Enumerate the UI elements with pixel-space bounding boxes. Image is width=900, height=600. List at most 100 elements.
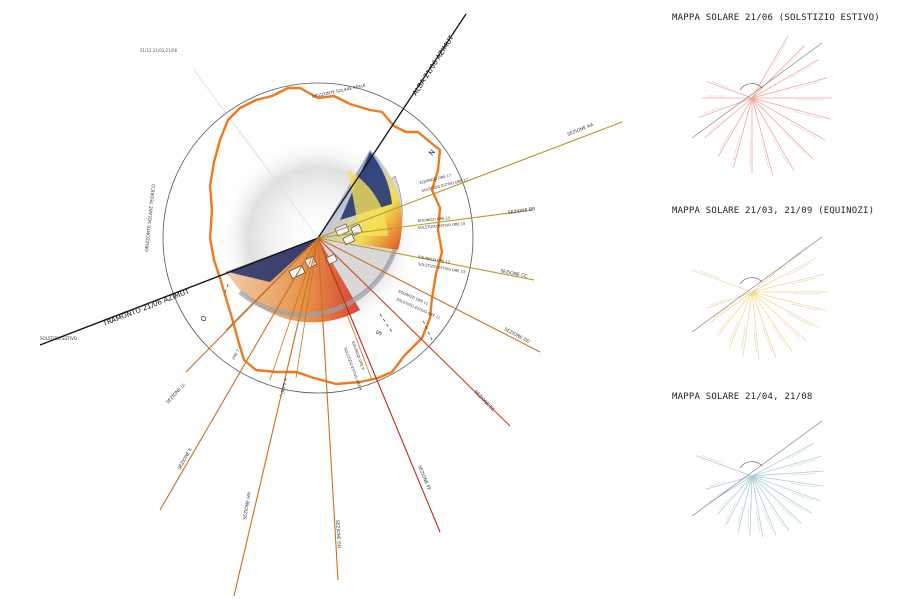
section-label-bb: SEZIONE BB [507, 206, 535, 216]
spoke-label-mark [788, 491, 813, 501]
spoke-label-mark [729, 321, 739, 342]
spoke-label-mark [726, 502, 737, 520]
spoke-label-mark [755, 509, 760, 532]
sun-path-spoke [737, 475, 753, 533]
spoke-label-mark [710, 298, 727, 306]
spoke-label-mark [791, 277, 818, 285]
main-sun-path-diagram: 21/12 21/03 21/06 ALBA 21/06 AZIMUT TRAM… [39, 13, 623, 597]
section-rays [159, 121, 623, 597]
dates-top-label: 21/12 21/03 21/06 [140, 48, 178, 53]
sun-path-spoke [751, 291, 826, 311]
spoke-label-mark [707, 118, 725, 133]
sun-path-spoke [751, 97, 814, 160]
spoke-label-mark [701, 455, 722, 464]
spoke-label-mark [787, 313, 812, 327]
section-label-dd: SEZIONE DD [503, 326, 531, 345]
spoke-label-mark [709, 481, 727, 487]
section-label-ff: SEZIONE FF [416, 465, 432, 492]
sun-path-spoke [751, 291, 760, 360]
ray-sezione-ee [317, 237, 511, 427]
sun-path-spoke [751, 97, 795, 171]
sun-path-spoke [705, 475, 753, 490]
sun-path-spoke [751, 77, 828, 99]
real-solar-horizon [208, 86, 444, 386]
section-label-cc: SEZIONE CC [500, 268, 528, 280]
dashed-ticks [223, 283, 433, 397]
spoke-label-mark [761, 140, 769, 169]
solstizio-estivo-label: SOLSTIZIO ESTIVO [40, 336, 77, 341]
sun-path-spoke [751, 475, 764, 538]
hour-label: EQUINOZI ORE 15 [418, 216, 451, 223]
ray-sezione-hh [233, 237, 319, 597]
alba-azimuth-line [317, 13, 467, 239]
sun-path-spoke [699, 97, 753, 118]
ray-hour [269, 237, 319, 381]
spoke-label-mark [793, 81, 821, 90]
spoke-label-mark [782, 52, 801, 71]
section-label-aa: SEZIONE AA [567, 122, 596, 138]
theoretical-horizon-label: ORIZZONTE SOLARE TEORICO [144, 184, 157, 253]
ray-hour [225, 237, 319, 331]
sun-path-spoke [733, 97, 753, 168]
alba-label: ALBA 21/06 AZIMUT [411, 33, 456, 97]
solar-map-solstizio [691, 35, 832, 176]
sun-path-spoke [751, 475, 820, 501]
section-label-gg: SEZIONE GG [334, 520, 342, 549]
sun-path-spoke [691, 269, 753, 293]
west-label: O [199, 314, 209, 322]
sun-path-spoke [751, 246, 806, 293]
map-title-solstizio: MAPPA SOLARE 21/06 (SOLSTIZIO ESTIVO) [672, 13, 880, 23]
ray-sezione-aa [317, 121, 623, 239]
spoke-label-mark [703, 106, 723, 114]
spoke-label-mark [712, 81, 728, 88]
sun-path-spoke [751, 45, 805, 99]
sun-path-spoke [751, 273, 824, 293]
azimuth-arc [739, 277, 763, 285]
sun-path-spoke [751, 455, 822, 477]
hour-label: SOLSTIZIO ESTIVO ORE 15 [418, 222, 466, 230]
spoke-label-mark [733, 135, 741, 161]
map-axis-line [691, 42, 823, 139]
sun-path-spoke [751, 475, 790, 531]
hour-label: EQUINOZI ORE 13 [418, 255, 451, 265]
sun-path-spoke [751, 291, 808, 342]
sun-path-spoke [725, 475, 753, 526]
south-label: S [375, 329, 384, 337]
section-label-hh: SEZIONE HH [242, 492, 253, 521]
sun-path-spoke [751, 475, 824, 487]
ray-sezione-bb [317, 209, 533, 239]
sun-path-spoke [751, 97, 832, 120]
spoke-label-mark [787, 263, 811, 276]
sun-path-spoke [717, 291, 753, 337]
outer-circle [162, 82, 474, 394]
spoke-label-mark [790, 459, 815, 468]
azimuth-arc [739, 461, 763, 469]
hour-label: EQUINOZI ORE 17 [419, 173, 451, 185]
hour-label: ORE 7 [231, 349, 240, 361]
spoke-label-mark [790, 483, 816, 488]
spoke-label-mark [789, 65, 813, 80]
solar-map-april-august [691, 420, 824, 538]
sun-path-spoke [706, 81, 753, 99]
sun-path-spoke [704, 97, 753, 139]
spoke-label-mark [719, 495, 732, 510]
spoke-label-mark [763, 509, 772, 531]
sun-path-spoke [751, 470, 824, 477]
map-axis-line [691, 420, 823, 517]
spoke-label-mark [712, 306, 728, 319]
spoke-label-mark [763, 328, 772, 352]
ray-sezione-ff [317, 237, 441, 533]
spoke-label-mark [737, 506, 743, 527]
ray-hour [317, 237, 373, 381]
section-label-ee: SEZIONE EE [473, 389, 496, 413]
sun-path-spoke [751, 442, 814, 477]
sun-path-spoke [751, 291, 820, 329]
sun-path-spoke [717, 97, 753, 158]
sun-path-spoke [742, 291, 753, 356]
spoke-label-mark [786, 447, 809, 460]
sun-path-spoke [751, 475, 777, 536]
spoke-label-mark [791, 473, 817, 476]
ray-hour [295, 237, 319, 379]
spoke-label-mark [790, 122, 817, 138]
